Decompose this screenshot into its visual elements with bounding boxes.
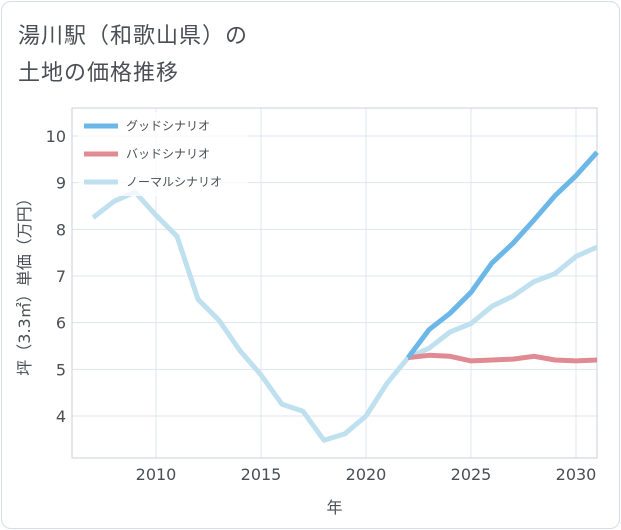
y-tick-labels: 4 5 6 7 8 9 10 bbox=[46, 127, 66, 426]
series-line-0 bbox=[406, 150, 599, 360]
y-tick-label: 8 bbox=[56, 220, 66, 239]
x-tick-labels: 2010 2015 2020 2025 2030 bbox=[136, 465, 597, 484]
series-line-1 bbox=[407, 352, 598, 364]
y-tick-label: 10 bbox=[46, 127, 66, 146]
x-tick-label: 2030 bbox=[556, 465, 597, 484]
legend-label: バッドシナリオ bbox=[126, 147, 210, 161]
series-lines bbox=[91, 150, 599, 443]
x-tick-label: 2010 bbox=[136, 465, 177, 484]
legend-label: グッドシナリオ bbox=[126, 119, 210, 133]
x-tick-label: 2020 bbox=[346, 465, 387, 484]
series-line-2 bbox=[91, 189, 599, 443]
grid-lines bbox=[72, 108, 597, 458]
x-tick-label: 2025 bbox=[451, 465, 492, 484]
y-tick-label: 9 bbox=[56, 174, 66, 193]
x-axis-label: 年 bbox=[326, 498, 342, 517]
y-tick-label: 6 bbox=[56, 314, 66, 333]
chart-title-line2: 土地の価格推移 bbox=[18, 61, 180, 86]
y-tick-label: 4 bbox=[56, 407, 66, 426]
x-tick-label: 2015 bbox=[241, 465, 282, 484]
legend-label: ノーマルシナリオ bbox=[126, 175, 222, 189]
plot-area bbox=[71, 107, 598, 459]
chart-title-line1: 湯川駅（和歌山県）の bbox=[18, 24, 249, 49]
y-tick-label: 5 bbox=[56, 360, 66, 379]
y-axis-label: 坪（3.3㎡）単価（万円） bbox=[15, 190, 34, 375]
y-tick-label: 7 bbox=[56, 267, 66, 286]
